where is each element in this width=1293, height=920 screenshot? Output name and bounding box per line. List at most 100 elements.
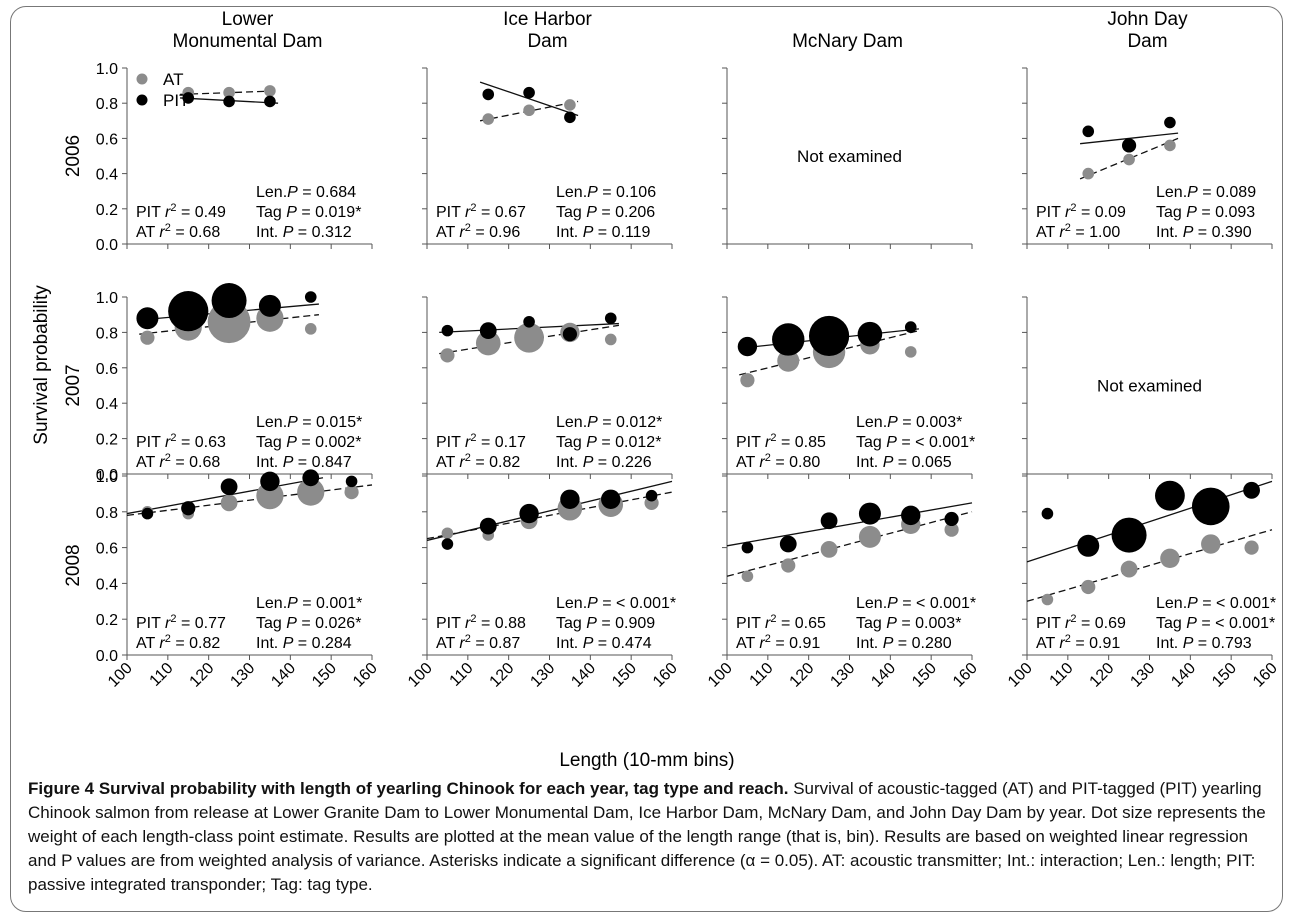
y-tick-label: 0.2 <box>96 202 118 219</box>
x-tick-label: 120 <box>787 660 818 691</box>
y-tick-label: 0.4 <box>96 576 118 593</box>
row-year-label: 2006 <box>63 135 84 177</box>
pit-point <box>181 501 196 516</box>
pit-point <box>168 291 209 332</box>
x-tick-label: 140 <box>868 660 899 691</box>
stat-pit-r2: PIT r2 = 0.85 <box>736 432 826 451</box>
pit-point <box>741 541 754 554</box>
at-point <box>475 330 501 356</box>
stat-len-p: Len.P = 0.012* <box>556 414 662 431</box>
stat-pit-r2: PIT r2 = 0.88 <box>436 613 526 632</box>
column-title: Dam <box>527 31 567 52</box>
stat-at-r2: AT r2 = 0.80 <box>736 452 820 471</box>
y-tick-label: 0.4 <box>96 396 118 413</box>
pit-point <box>182 92 195 104</box>
stat-tag-p: Tag P = 0.026* <box>256 615 361 632</box>
at-point <box>604 333 617 346</box>
stat-len-p: Len.P = 0.001* <box>256 595 362 612</box>
stat-at-r2: AT r2 = 1.00 <box>1036 222 1120 241</box>
stat-at-r2: AT r2 = 0.91 <box>1036 633 1120 652</box>
x-tick-label: 130 <box>527 660 558 691</box>
y-tick-label: 0.2 <box>96 612 118 629</box>
y-tick-label: 0.0 <box>96 237 118 254</box>
pit-point <box>302 469 320 487</box>
x-tick-label: 140 <box>1168 660 1199 691</box>
stat-int-p: Int. P = 0.280 <box>856 635 952 652</box>
at-point <box>564 99 576 111</box>
x-tick-label: 110 <box>447 660 477 690</box>
at-point <box>514 322 544 353</box>
at-point <box>223 86 235 99</box>
pit-point <box>820 512 838 530</box>
stat-int-p: Int. P = 0.065 <box>856 454 952 471</box>
pit-point <box>564 111 576 124</box>
pit-point <box>1082 125 1095 138</box>
x-tick-label: 150 <box>309 660 340 691</box>
stat-at-r2: AT r2 = 0.96 <box>436 222 520 241</box>
at-point <box>740 373 755 388</box>
figure-caption: Figure 4 Survival probability with lengt… <box>28 777 1268 897</box>
y-tick-label: 0.8 <box>96 96 118 113</box>
pit-point <box>220 478 238 496</box>
pit-point <box>904 321 917 333</box>
stat-len-p: Len.P = < 0.001* <box>1156 595 1276 612</box>
at-point <box>440 348 455 363</box>
pit-point <box>523 86 535 99</box>
x-tick-label: 120 <box>487 660 518 691</box>
at-regression-line <box>726 511 973 577</box>
stat-tag-p: Tag P = < 0.001* <box>1156 615 1275 632</box>
at-point <box>1082 167 1095 180</box>
pit-point <box>141 507 154 520</box>
x-tick-label: 150 <box>1209 660 1240 691</box>
column-title: Monumental Dam <box>173 31 323 52</box>
x-tick-label: 100 <box>1005 660 1036 691</box>
x-tick-label: 150 <box>609 660 640 691</box>
at-point <box>482 113 495 125</box>
at-point <box>1120 560 1138 578</box>
pit-point <box>519 503 539 524</box>
stat-pit-r2: PIT r2 = 0.77 <box>136 613 226 632</box>
at-point <box>220 494 238 512</box>
pit-point <box>779 535 797 553</box>
stat-pit-r2: PIT r2 = 0.49 <box>136 202 226 221</box>
y-tick-label: 0.0 <box>96 648 118 665</box>
at-point <box>1041 593 1054 606</box>
pit-point <box>858 502 881 525</box>
pit-point <box>645 489 658 502</box>
x-tick-label: 160 <box>650 660 681 691</box>
pit-point <box>772 323 805 356</box>
stat-tag-p: Tag P = < 0.001* <box>856 434 975 451</box>
at-point <box>1164 139 1176 152</box>
at-point <box>777 349 800 372</box>
x-tick-label: 110 <box>1047 660 1077 690</box>
stat-pit-r2: PIT r2 = 0.67 <box>436 202 526 221</box>
pit-point <box>604 312 617 325</box>
at-point <box>140 330 155 345</box>
legend-pit-marker <box>136 94 148 106</box>
at-point <box>1123 153 1135 166</box>
pit-point <box>479 322 497 340</box>
pit-regression-line <box>726 502 973 547</box>
x-tick-label: 130 <box>227 660 258 691</box>
at-point <box>297 478 325 506</box>
x-tick-label: 130 <box>827 660 858 691</box>
stat-pit-r2: PIT r2 = 0.63 <box>136 432 226 451</box>
legend-at-label: AT <box>163 70 183 89</box>
x-tick-label: 160 <box>950 660 981 691</box>
at-point <box>858 525 881 548</box>
x-tick-label: 150 <box>909 660 940 691</box>
stat-len-p: Len.P = 0.015* <box>256 414 362 431</box>
pit-point <box>304 291 317 303</box>
y-tick-label: 0.4 <box>96 167 118 184</box>
stat-int-p: Int. P = 0.119 <box>556 224 651 241</box>
stat-int-p: Int. P = 0.390 <box>1156 224 1252 241</box>
stat-tag-p: Tag P = 0.002* <box>256 434 361 451</box>
x-tick-label: 130 <box>1127 660 1158 691</box>
pit-point <box>1155 480 1185 511</box>
caption-body: Survival of acoustic-tagged (AT) and PIT… <box>28 779 1266 894</box>
pit-regression-line <box>1026 480 1273 563</box>
column-title: John Day <box>1107 9 1188 30</box>
pit-point <box>258 294 281 317</box>
stat-at-r2: AT r2 = 0.82 <box>136 633 220 652</box>
